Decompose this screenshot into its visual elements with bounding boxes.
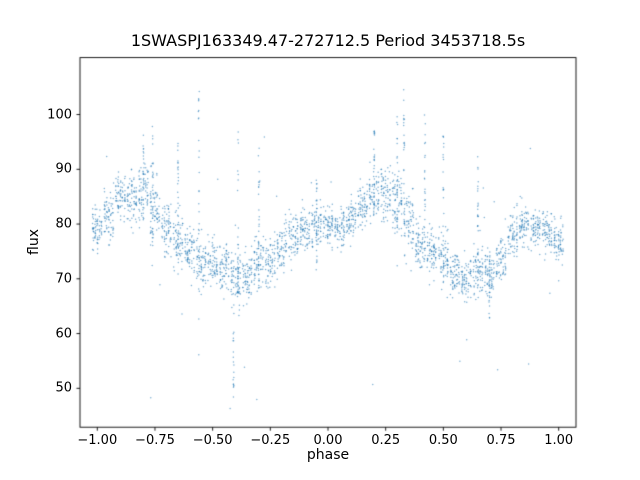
- x-axis-label: phase: [306, 447, 350, 463]
- chart-title: 1SWASPJ163349.47-272712.5 Period 3453718…: [130, 31, 526, 50]
- y-axis-label: flux: [26, 229, 42, 255]
